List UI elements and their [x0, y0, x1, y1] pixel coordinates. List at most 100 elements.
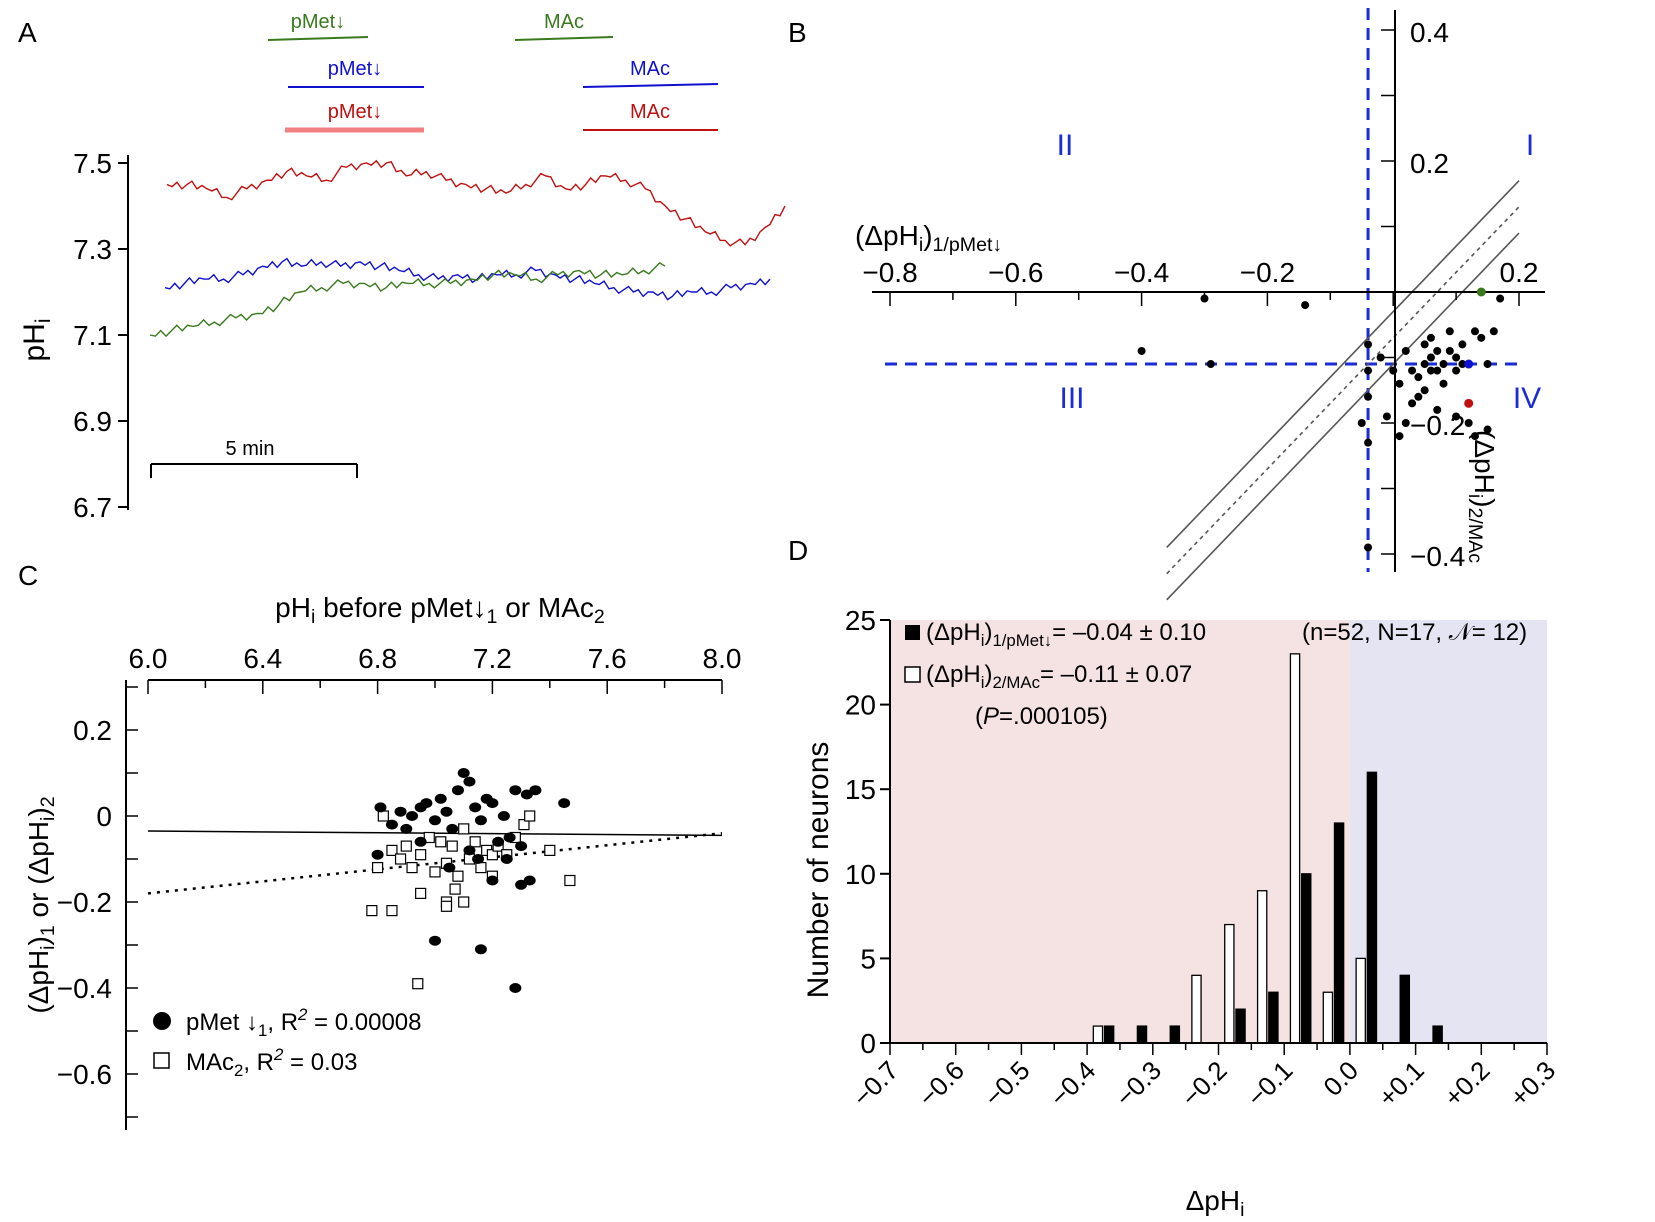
c-ytick-label: 0: [96, 801, 112, 832]
panel-d-letter: D: [788, 535, 808, 566]
pmet-point: [500, 854, 513, 864]
trace-blue: [164, 257, 771, 301]
b-data-point: [1137, 346, 1146, 355]
mac-point: [544, 844, 556, 857]
b-data-point: [1433, 366, 1442, 375]
white-bar: [1256, 890, 1268, 1044]
pmet-point: [371, 849, 384, 860]
pmet-point: [463, 845, 476, 856]
black-bar: [1268, 991, 1279, 1044]
d-xtick-label: −0.5: [978, 1055, 1036, 1113]
pmet-point: [451, 785, 464, 796]
d-xtick-label: −0.7: [847, 1055, 905, 1113]
b-data-point: [1470, 432, 1479, 441]
b-data-point: [1426, 353, 1435, 362]
mac-point: [386, 844, 398, 857]
white-bar: [1224, 923, 1235, 1044]
c-ytick-label: −0.2: [57, 887, 112, 918]
b-data-point: [1445, 346, 1454, 355]
panel-b-letter: B: [788, 17, 807, 48]
pmet-point: [446, 823, 459, 834]
b-data-point: [1496, 294, 1505, 303]
d-xtick-label: −0.4: [1044, 1055, 1102, 1113]
b-data-point: [1364, 392, 1373, 401]
black-bar: [1300, 873, 1312, 1044]
pmet-point: [472, 854, 485, 864]
green-pmet-label: pMet↓: [291, 11, 345, 33]
mac-point: [386, 904, 398, 917]
panel-c-legend: pMet ↓1, R2 = 0.00008 MAc2, R2 = 0.03: [153, 1005, 422, 1080]
b-data-point: [1389, 366, 1398, 375]
b-xtick-label: 0.2: [1500, 257, 1539, 288]
black-bar: [1169, 1025, 1181, 1044]
mac-point: [452, 870, 464, 882]
b-data-point: [1470, 327, 1479, 336]
quadrant-ii-label: II: [1057, 129, 1074, 162]
d-xtick-label: −0.6: [912, 1055, 970, 1113]
pmet-point: [469, 802, 482, 813]
trace-red: [166, 159, 786, 247]
panel-b-points: [1137, 287, 1505, 552]
legend-filled-circle-marker: [153, 1012, 171, 1030]
panel-c: C pHi before pMet↓1 or MAc2 6.0 6.4 6.8 7.2…: [18, 560, 741, 1130]
blue-mac-bar: [582, 83, 719, 88]
mac-point: [429, 866, 441, 878]
p-value: (P=.000105): [975, 703, 1108, 730]
mac-point: [469, 836, 481, 848]
pmet-point: [515, 841, 528, 852]
panel-c-xlabel: pHi before pMet↓1 or MAc2: [275, 592, 605, 628]
panel-b-axes: −0.8 −0.6 −0.4 −0.2 0.20.40.2−0.2−0.4: [862, 10, 1545, 572]
mac-point: [377, 810, 389, 822]
c-ytick-label: 0.2: [73, 715, 112, 746]
d-ytick-label: 5: [860, 943, 876, 974]
black-bar: [1432, 1025, 1443, 1044]
legend-mac-text: MAc2, R2 = 0.03: [186, 1045, 357, 1080]
d-xtick-label: +0.2: [1438, 1055, 1496, 1113]
c-xtick-label: 7.6: [588, 643, 627, 674]
b-data-point: [1364, 438, 1373, 447]
pmet-point: [374, 802, 387, 813]
b-xtick-label: −0.8: [862, 257, 917, 288]
b-data-point: [1357, 419, 1366, 427]
black-bar: [1235, 1008, 1246, 1044]
b-data-point: [1433, 346, 1442, 355]
pmet-point: [440, 806, 453, 817]
a-ytick-label: 7.3: [73, 234, 112, 265]
pmet-point: [429, 935, 441, 946]
d-xtick-label: +0.3: [1504, 1055, 1562, 1113]
pmet-point: [429, 815, 441, 826]
pmet-point: [558, 798, 571, 809]
b-data-point: [1452, 412, 1461, 421]
mac-point: [458, 823, 470, 835]
mac-point: [400, 840, 412, 852]
d-ytick-label: 10: [845, 859, 876, 890]
pmet-point: [486, 875, 499, 886]
b-highlight-red: [1464, 398, 1474, 408]
panel-c-points: [366, 768, 576, 993]
legend-open-square-marker: [153, 1052, 170, 1069]
mac-point: [440, 900, 453, 912]
pmet-fit-line: [147, 830, 723, 837]
scale-bar-label: 5 min: [226, 438, 275, 460]
b-data-point: [1426, 366, 1435, 375]
b-xtick-label: −0.6: [988, 257, 1043, 288]
b-data-point: [1206, 360, 1215, 369]
mac-point: [564, 874, 576, 887]
b-data-point: [1376, 353, 1385, 362]
black-bar: [1366, 771, 1378, 1044]
red-mac-label: MAc: [630, 101, 670, 123]
quadrant-lines: [885, 8, 1520, 572]
white-bar: [1322, 991, 1334, 1044]
pmet-point: [414, 836, 427, 847]
a-ytick-label: 6.7: [73, 492, 112, 523]
stimulus-bars: pMet↓ MAc pMet↓ MAc pMet↓ MAc: [267, 11, 719, 133]
b-data-point: [1433, 405, 1442, 414]
panel-c-letter: C: [18, 560, 38, 591]
b-data-point: [1439, 360, 1448, 369]
b-data-point: [1420, 360, 1429, 369]
panel-c-ylabel: (ΔpHi)1 or (ΔpHi)2: [23, 796, 59, 1013]
panel-b: B −0.8 −0.6 −0.4 −0.2 0.20.40.2−0.2−0.4 II I…: [788, 8, 1545, 601]
mac-point: [449, 883, 461, 895]
green-mac-label: MAc: [544, 11, 584, 33]
